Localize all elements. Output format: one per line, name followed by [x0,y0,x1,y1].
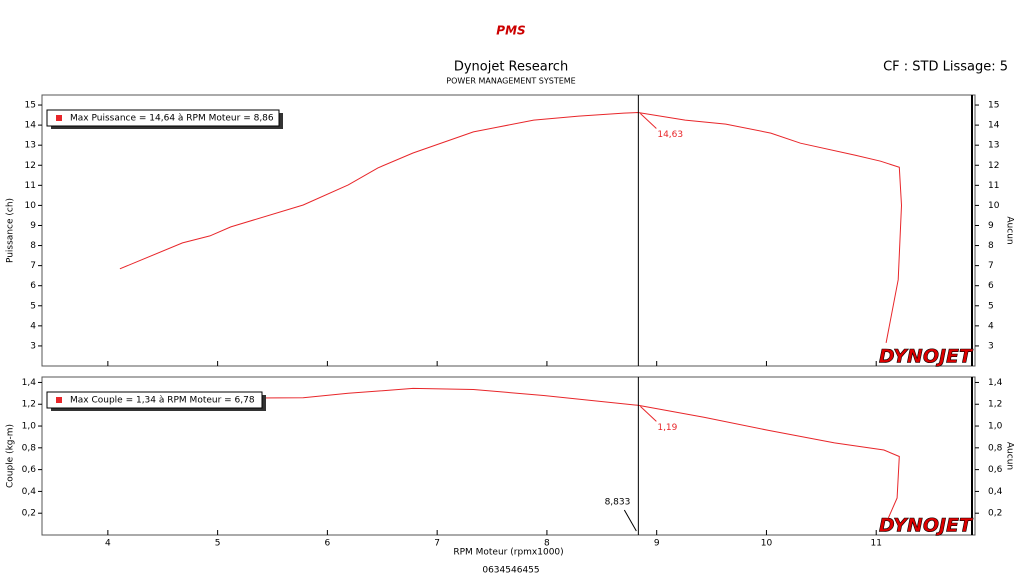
x-tick-label: 11 [870,539,881,549]
y-tick-label: 7 [30,261,36,271]
x-tick-label: 10 [761,539,773,549]
curve [119,111,903,343]
y2-tick-label: 1,2 [988,400,1002,410]
y-tick-label: 6 [30,281,36,291]
x-tick-label: 8 [544,539,550,549]
y2-tick-label: 11 [988,181,999,191]
y2-tick-label: 8 [988,241,994,251]
plot-area [41,94,976,367]
y-tick-label: 0,8 [22,443,37,453]
watermark: DYNOJET [879,346,974,368]
subtitle: POWER MANAGEMENT SYSTEME [446,77,575,86]
legend-box [46,391,263,409]
legend-text: Max Couple = 1,34 à RPM Moteur = 6,78 [70,396,255,406]
settings: CF : STD Lissage: 5 [883,60,1008,75]
x-tick-label: 5 [215,539,221,549]
y2-tick-label: 9 [988,221,994,231]
readout-label: 14,63 [657,130,683,140]
y-tick-label: 0,2 [22,509,36,519]
logo: PMS [496,24,525,38]
legend-swatch [56,115,62,121]
y2-tick-label: 1,4 [988,378,1003,388]
y-tick-label: 0,6 [22,465,37,475]
y-tick-label: 11 [25,181,36,191]
y2-axis-label: Aucun [1005,216,1015,244]
y2-tick-label: 14 [988,121,1000,131]
cursor-label: 8,833 [605,498,631,508]
y2-tick-label: 1,0 [988,422,1003,432]
readout-label: 1,19 [657,423,677,433]
y2-tick-label: 5 [988,301,994,311]
y-tick-label: 9 [30,221,36,231]
y2-tick-label: 10 [988,201,1000,211]
cursor-arrow [623,509,637,532]
y-axis-label: Puissance (ch) [6,198,16,263]
y-tick-label: 12 [25,161,36,171]
x-tick-label: 4 [105,539,111,549]
y-tick-label: 1,2 [22,400,36,410]
y-tick-label: 10 [25,201,37,211]
y-tick-label: 8 [30,241,36,251]
y2-tick-label: 0,4 [988,487,1003,497]
y2-tick-label: 4 [988,321,994,331]
y-tick-label: 0,4 [22,487,37,497]
readout-arrow [640,405,657,422]
y-tick-label: 5 [30,301,36,311]
footer: 0634546455 [482,566,539,576]
watermark: DYNOJET [879,515,974,537]
x-tick-label: 9 [654,539,660,549]
y2-axis-label: Aucun [1005,442,1015,470]
y2-tick-label: 15 [988,101,999,111]
y2-tick-label: 6 [988,281,994,291]
y-tick-label: 14 [25,121,37,131]
y-tick-label: 15 [25,101,36,111]
legend-box [46,109,280,127]
y2-tick-label: 3 [988,341,994,351]
title: Dynojet Research [454,60,568,75]
x-axis-label: RPM Moteur (rpmx1000) [453,548,563,558]
y2-tick-label: 12 [988,161,999,171]
y-tick-label: 1,0 [22,422,37,432]
y2-tick-label: 13 [988,141,999,151]
y-tick-label: 1,4 [22,378,37,388]
y-axis-label: Couple (kg-m) [6,424,16,488]
y2-tick-label: 0,8 [988,443,1003,453]
x-tick-label: 6 [325,539,331,549]
y2-tick-label: 7 [988,261,994,271]
legend-swatch [56,397,62,403]
y-tick-label: 4 [30,321,36,331]
readout-arrow [640,113,657,129]
legend-text: Max Puissance = 14,64 à RPM Moteur = 8,8… [70,114,274,124]
y-tick-label: 13 [25,141,36,151]
x-tick-label: 7 [434,539,440,549]
y-tick-label: 3 [30,341,36,351]
y2-tick-label: 0,6 [988,465,1003,475]
y2-tick-label: 0,2 [988,509,1002,519]
